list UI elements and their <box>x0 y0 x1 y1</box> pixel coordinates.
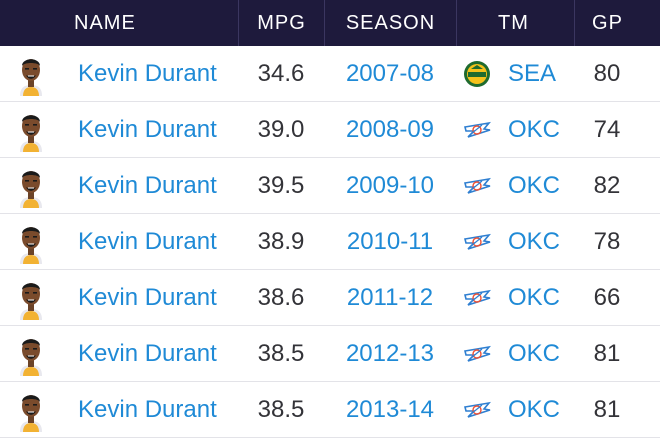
player-name-link[interactable]: Kevin Durant <box>78 115 217 143</box>
thunder-logo-icon <box>456 231 498 253</box>
table-header: NAME MPG SEASON TM GP <box>0 0 660 46</box>
mpg-value: 38.6 <box>257 283 305 311</box>
team-link[interactable]: SEA <box>508 59 557 87</box>
gp-value: 66 <box>593 283 621 311</box>
player-name-link[interactable]: Kevin Durant <box>78 227 217 255</box>
season-link[interactable]: 2007-08 <box>345 59 435 87</box>
thunder-logo-icon <box>456 119 498 141</box>
table-row: Kevin Durant 38.5 2012-13 OKC 81 <box>0 326 660 382</box>
player-avatar <box>0 388 62 432</box>
table-row: Kevin Durant 39.0 2008-09 OKC 74 <box>0 102 660 158</box>
gp-value: 74 <box>593 115 621 143</box>
player-avatar <box>0 220 62 264</box>
player-avatar <box>0 108 62 152</box>
season-link[interactable]: 2010-11 <box>346 227 434 255</box>
table-row: Kevin Durant 38.5 2013-14 OKC 81 <box>0 382 660 438</box>
team-link[interactable]: OKC <box>508 395 561 423</box>
player-name-link[interactable]: Kevin Durant <box>78 395 217 423</box>
column-header-name[interactable]: NAME <box>74 11 136 34</box>
season-link[interactable]: 2012-13 <box>345 339 435 367</box>
gp-value: 78 <box>593 227 621 255</box>
table-row: Kevin Durant 34.6 2007-08 SEA 80 <box>0 46 660 102</box>
gp-value: 82 <box>593 171 621 199</box>
player-avatar <box>0 164 62 208</box>
gp-value: 81 <box>593 339 621 367</box>
thunder-logo-icon <box>456 287 498 309</box>
column-header-mpg[interactable]: MPG <box>238 0 324 46</box>
mpg-value: 38.5 <box>257 339 305 367</box>
player-avatar <box>0 52 62 96</box>
team-link[interactable]: OKC <box>508 227 561 255</box>
column-header-season[interactable]: SEASON <box>324 0 456 46</box>
thunder-logo-icon <box>456 175 498 197</box>
header-logo-cell <box>456 0 498 46</box>
team-link[interactable]: OKC <box>508 283 561 311</box>
player-avatar <box>0 276 62 320</box>
player-name-link[interactable]: Kevin Durant <box>78 339 217 367</box>
player-name-link[interactable]: Kevin Durant <box>78 59 217 87</box>
season-link[interactable]: 2009-10 <box>345 171 435 199</box>
mpg-value: 38.9 <box>257 227 305 255</box>
table-row: Kevin Durant 39.5 2009-10 OKC 82 <box>0 158 660 214</box>
season-link[interactable]: 2008-09 <box>345 115 435 143</box>
mpg-value: 39.0 <box>257 115 305 143</box>
mpg-value: 38.5 <box>257 395 305 423</box>
team-link[interactable]: OKC <box>508 171 561 199</box>
season-link[interactable]: 2011-12 <box>346 283 434 311</box>
table-row: Kevin Durant 38.6 2011-12 OKC 66 <box>0 270 660 326</box>
gp-value: 81 <box>593 395 621 423</box>
supersonics-logo-icon <box>456 60 498 88</box>
table-row: Kevin Durant 38.9 2010-11 OKC 78 <box>0 214 660 270</box>
thunder-logo-icon <box>456 399 498 421</box>
column-header-gp[interactable]: GP <box>574 0 640 46</box>
column-header-tm[interactable]: TM <box>498 11 529 34</box>
player-name-link[interactable]: Kevin Durant <box>78 283 217 311</box>
player-avatar <box>0 332 62 376</box>
team-link[interactable]: OKC <box>508 115 561 143</box>
team-link[interactable]: OKC <box>508 339 561 367</box>
thunder-logo-icon <box>456 343 498 365</box>
player-name-link[interactable]: Kevin Durant <box>78 171 217 199</box>
season-link[interactable]: 2013-14 <box>345 395 435 423</box>
mpg-value: 39.5 <box>257 171 305 199</box>
gp-value: 80 <box>593 59 621 87</box>
header-avatar-cell <box>0 0 62 46</box>
mpg-value: 34.6 <box>257 59 305 87</box>
